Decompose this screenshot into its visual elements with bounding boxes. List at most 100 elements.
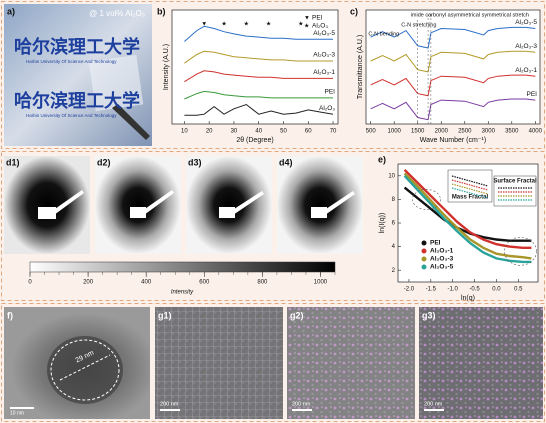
panel-label: g2) [290,310,304,320]
peak-marker: ★ [244,21,249,28]
x-tick-label: 0.5 [514,287,523,293]
legend-symbol: ★ [304,23,309,30]
series-line [403,174,532,264]
inset [493,175,537,207]
series-line [184,50,333,64]
x-tick-label: 0.0 [492,287,501,293]
series-label: Al₂O₃-1 [313,69,335,76]
x-tick-label: 500 [366,129,377,135]
series-label: Al₂O₃ [319,105,335,112]
scale-bar-label: 200 nm [292,401,311,407]
legend-marker [421,248,427,254]
tick-label: 400 [141,280,152,286]
logo-text: 哈尔滨理工大学 [14,36,140,57]
series-line [184,70,333,83]
tick-label: 600 [199,280,210,286]
highlight [504,237,537,266]
annotation: C-N bending [368,31,399,37]
tick-label: 800 [257,280,268,286]
panel-label: d3) [188,157,202,167]
x-axis-label: Wave Number (cm⁻¹) [420,137,486,144]
sem-image [287,307,415,419]
photo-caption: @ 1 vol% Al₂O₃ [89,9,145,18]
particle [47,336,123,404]
row-border [1,151,545,301]
annotation: C-N stretching [401,22,436,28]
x-tick-label: 20 [206,129,213,135]
row-border [1,1,545,149]
panel-label: f) [7,310,13,320]
y-tick-label: 2 [392,268,396,274]
annotation: Surface Fractal [493,179,537,185]
tick-label: 0 [28,280,32,286]
legend-marker [421,240,427,246]
x-axis-label: ln(q) [461,295,475,302]
size-arrow [59,354,111,381]
series-label: Al₂O₃-5 [515,19,537,26]
y-axis-label: ln(I(q)) [379,213,386,234]
scale-bar-label: 200 nm [424,401,443,407]
series-label: Al₂O₃-1 [515,67,537,74]
legend-label: Al₂O₃ [312,23,328,30]
saxs-images [4,156,363,254]
inset-line [451,179,489,191]
y-tick-label: 8 [392,197,396,203]
series-line [370,26,536,49]
series-label: PEI [527,91,538,98]
panel-label: g1) [158,310,172,320]
y-tick-label: 10 [388,173,395,179]
x-tick-label: -1.0 [448,287,459,293]
logo-subtitle: Harbin University Of Science And Technol… [26,113,117,118]
legend-label: PEI [430,240,441,247]
x-axis-label: 2θ (Degree) [236,137,273,144]
x-tick-label: 60 [305,129,312,135]
annotation: imide carbonyl asymmetrical symmetrical … [411,12,529,18]
colorbar [29,261,336,273]
logo-text: 哈尔滨理工大学 [14,90,140,111]
y-tick-label: 4 [392,244,396,250]
y-axis-label: Transmittance (A.U.) [357,35,364,99]
series-line [184,90,333,100]
legend-marker [421,256,427,262]
panel-label: a) [7,6,15,16]
peak-marker: ★ [221,21,226,28]
particle-outline [50,339,120,401]
series-line [184,103,334,116]
scale-bar-label: 200 nm [160,401,179,407]
x-tick-label: 3000 [482,129,496,135]
series-label: Al₂O₃-5 [313,30,335,37]
annotation: Mass Fractal [452,195,489,201]
tick-label: 1000 [314,280,328,286]
x-tick-label: 2500 [458,129,472,135]
panel-label: g3) [422,310,436,320]
panel-label: e) [378,154,386,164]
x-tick-label: 40 [255,129,262,135]
sem-image [155,307,283,419]
series-line [403,172,532,260]
x-tick-label: -1.5 [426,287,437,293]
legend-label: PEI [312,15,323,22]
x-tick-label: 4000 [529,129,543,135]
peak-marker: ★ [298,21,303,28]
tick-label: 200 [83,280,94,286]
panel-label: c) [350,6,358,16]
panel-label: d2) [97,157,111,167]
legend-symbol: ▼ [304,16,310,22]
legend-label: Al₂O₃-1 [430,248,454,255]
series-line [370,98,536,121]
x-tick-label: -0.5 [469,287,480,293]
series-label: PEI [325,89,336,96]
panel-label: d1) [6,157,20,167]
highlight [412,189,441,210]
x-tick-label: -2.0 [404,287,415,293]
sem-image [419,307,543,419]
y-axis-label: Intensity (A.U.) [163,44,170,90]
x-tick-label: 10 [181,129,188,135]
series-line [370,50,536,73]
x-tick-label: 3500 [505,129,519,135]
inset-line [451,183,489,195]
series-line [403,169,532,249]
colorbar-label: Intensity [171,290,194,296]
logo-subtitle: Harbin University Of Science And Technol… [26,59,117,64]
